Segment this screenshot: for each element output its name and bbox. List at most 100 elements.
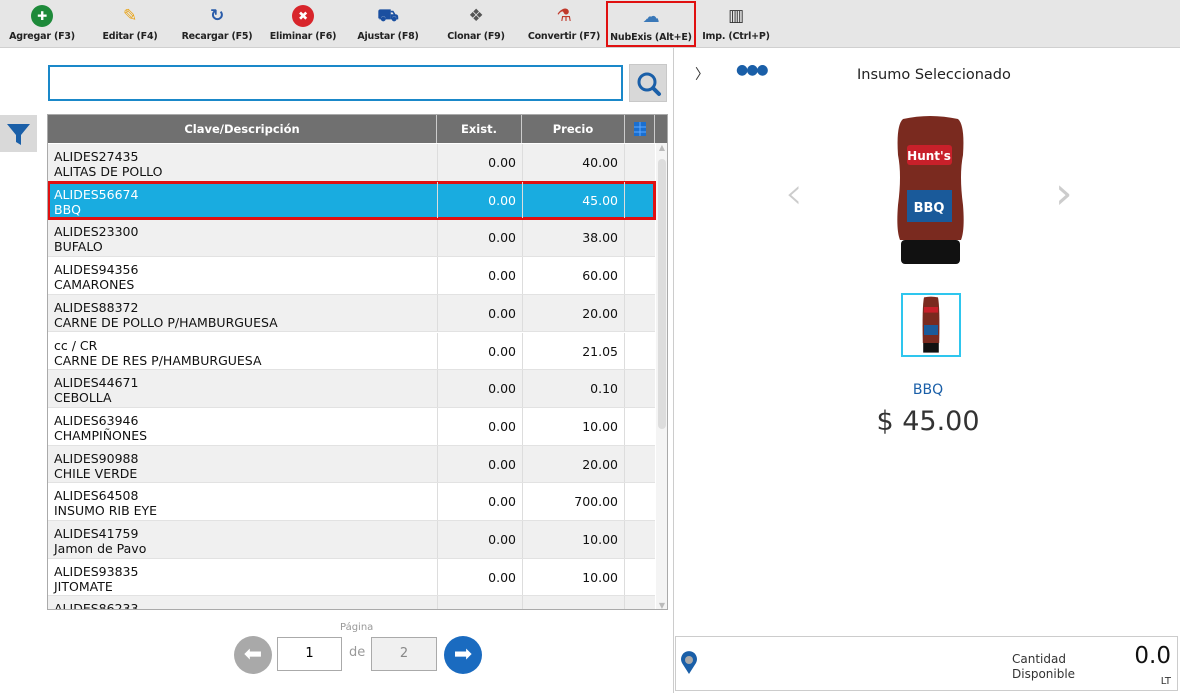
- item-price: 20.00: [522, 294, 625, 332]
- item-code: ALIDES27435: [54, 149, 139, 164]
- product-image: Hunt's BBQ: [897, 116, 964, 264]
- item-exist: 0.00: [437, 445, 522, 483]
- cloud-search-icon: ☁: [642, 7, 660, 27]
- table-row[interactable]: ALIDES94356 CAMARONES 0.00 60.00: [48, 257, 655, 295]
- toolbar-button-agregar[interactable]: ✚ Agregar (F3): [0, 2, 84, 46]
- item-code: cc / CR: [54, 337, 98, 353]
- table-row[interactable]: ALIDES90988 CHILE VERDE 0.00 20.00: [48, 445, 655, 484]
- item-exist: 0.00: [437, 483, 522, 520]
- filter-icon: [7, 124, 30, 145]
- item-exist: 0.00: [437, 144, 522, 181]
- toolbar-button-clonar[interactable]: ❖ Clonar (F9): [432, 2, 520, 46]
- table-row[interactable]: ALIDES41759 Jamon de Pavo 0.00 10.00: [48, 521, 655, 559]
- table-row[interactable]: ALIDES63946 CHAMPIÑONES 0.00 10.00: [48, 407, 655, 446]
- col-header-description[interactable]: Clave/Descripción: [48, 115, 437, 143]
- quantity-box: Cantidad Disponible 0.0 LT: [675, 636, 1178, 691]
- item-description: Jamon de Pavo: [54, 541, 147, 556]
- table-row[interactable]: cc / CR CARNE DE RES P/HAMBURGUESA 0.00 21.…: [48, 332, 655, 371]
- item-description: BBQ: [54, 201, 81, 217]
- toolbar-button-imp[interactable]: ▥ Imp. (Ctrl+P): [698, 2, 774, 46]
- of-label: de: [349, 645, 366, 660]
- toolbar-button-nubexis[interactable]: ☁ NubExis (Alt+E): [606, 1, 696, 47]
- table-row[interactable]: ALIDES93835 JITOMATE 0.00 10.00: [48, 558, 655, 597]
- columns-config-button[interactable]: [625, 115, 655, 143]
- item-code: ALIDES88372: [54, 299, 139, 315]
- table-row[interactable]: ALIDES64508 INSUMO RIB EYE 0.00 700.00: [48, 483, 655, 521]
- quantity-label-2: Disponible: [1012, 667, 1076, 681]
- toolbar-button-label: Clonar (F9): [447, 31, 505, 42]
- item-price: [522, 596, 625, 609]
- item-code: ALIDES44671: [54, 375, 139, 391]
- item-description: BUFALO: [54, 239, 103, 255]
- item-code: ALIDES94356: [54, 262, 139, 278]
- table-header: Clave/Descripción Exist. Precio: [48, 115, 667, 143]
- col-header-exist[interactable]: Exist.: [437, 115, 522, 143]
- panel-divider: [673, 48, 674, 693]
- reload-icon: ↻: [209, 6, 225, 26]
- filter-button[interactable]: [0, 115, 37, 152]
- toolbar-button-eliminar[interactable]: ✖ Eliminar (F6): [262, 2, 344, 46]
- toolbar-button-recargar[interactable]: ↻ Recargar (F5): [176, 2, 258, 46]
- next-page-button[interactable]: ➡: [444, 636, 482, 674]
- plus-circle-icon: ✚: [31, 5, 53, 27]
- item-description: JITOMATE: [54, 578, 113, 594]
- arrow-left-icon: ⬅: [243, 642, 263, 667]
- search-input[interactable]: [48, 65, 623, 101]
- table-row[interactable]: ALIDES27435 ALITAS DE POLLO 0.00 40.00: [48, 144, 655, 182]
- image-thumbnail[interactable]: [901, 293, 961, 357]
- quantity-label-1: Cantidad: [1012, 652, 1066, 666]
- item-price: 40.00: [522, 144, 625, 181]
- prev-page-button[interactable]: ⬅: [234, 636, 272, 674]
- item-code: ALIDES86233: [54, 601, 139, 610]
- toolbar-button-label: Ajustar (F8): [357, 31, 419, 42]
- collapse-panel-button[interactable]: 〉: [695, 67, 709, 83]
- toolbar-button-label: Agregar (F3): [9, 31, 75, 42]
- item-description: INSUMO RIB EYE: [54, 503, 158, 519]
- pencil-icon: ✎: [122, 6, 138, 26]
- next-image-button[interactable]: ›: [1055, 168, 1073, 219]
- table-row[interactable]: ALIDES86233: [48, 596, 655, 610]
- current-page-input[interactable]: 1: [277, 637, 342, 671]
- table-row[interactable]: ALIDES44671 CEBOLLA 0.00 0.10: [48, 370, 655, 408]
- table-row[interactable]: ALIDES88372 CARNE DE POLLO P/HAMBURGUESA 0…: [48, 294, 655, 333]
- table-scrollbar[interactable]: ▲ ▼: [656, 143, 667, 609]
- col-header-price[interactable]: Precio: [522, 115, 625, 143]
- table-row[interactable]: ALIDES56674 BBQ 0.00 45.00: [48, 180, 656, 221]
- location-pin-icon[interactable]: [680, 651, 698, 675]
- item-exist: 0.00: [437, 332, 522, 370]
- product-name: BBQ: [912, 382, 944, 398]
- toolbar-button-label: Imp. (Ctrl+P): [702, 31, 770, 42]
- item-exist: 0.00: [437, 370, 522, 407]
- convert-icon: ⚗: [556, 6, 572, 26]
- toolbar-button-editar[interactable]: ✎ Editar (F4): [84, 2, 176, 46]
- toolbar-button-convertir[interactable]: ⚗ Convertir (F7): [522, 2, 606, 46]
- item-price: 60.00: [522, 257, 625, 294]
- page-label: Página: [340, 622, 374, 633]
- toolbar-button-ajustar[interactable]: ⛟ Ajustar (F8): [346, 2, 430, 46]
- item-exist: 0.00: [437, 521, 522, 558]
- item-description: CARNE DE POLLO P/HAMBURGUESA: [54, 314, 278, 330]
- more-options-icon[interactable]: ●●●: [736, 62, 769, 78]
- quantity-unit: LT: [1160, 676, 1171, 687]
- prev-image-button[interactable]: ‹: [785, 168, 803, 219]
- toolbar: ✚ Agregar (F3) ✎ Editar (F4) ↻ Recargar (F5) ✖…: [0, 0, 1180, 48]
- item-description: CARNE DE RES P/HAMBURGUESA: [54, 352, 262, 368]
- item-price: 0.10: [522, 370, 625, 407]
- item-price: 10.00: [522, 558, 625, 596]
- svg-text:BBQ: BBQ: [914, 201, 945, 216]
- item-description: CHAMPIÑONES: [54, 427, 148, 443]
- item-description: ALITAS DE POLLO: [54, 164, 163, 179]
- item-exist: [437, 596, 522, 609]
- table-row[interactable]: ALIDES23300 BUFALO 0.00 38.00: [48, 219, 655, 258]
- item-description: CHILE VERDE: [54, 465, 138, 481]
- hand-truck-icon: ⛟: [377, 6, 399, 26]
- item-description: CAMARONES: [54, 277, 135, 293]
- scrollbar-thumb[interactable]: [658, 159, 666, 429]
- svg-text:Hunt's: Hunt's: [907, 149, 951, 163]
- item-price: 700.00: [522, 483, 625, 520]
- toolbar-button-label: Eliminar (F6): [269, 31, 337, 42]
- item-price: 10.00: [522, 521, 625, 558]
- search-button[interactable]: [629, 64, 667, 102]
- toolbar-button-label: Convertir (F7): [527, 31, 601, 42]
- item-exist: 0.00: [437, 294, 522, 332]
